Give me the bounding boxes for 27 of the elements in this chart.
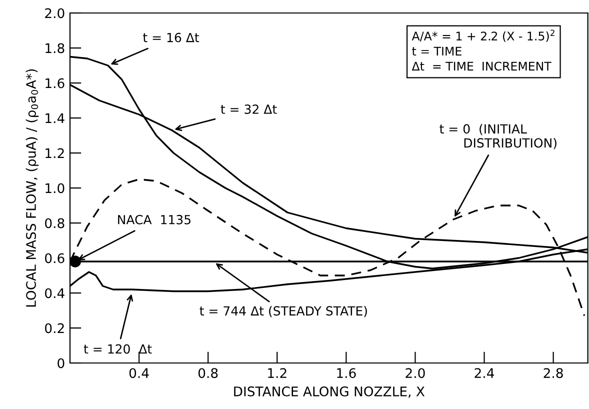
y-tick-label: 0.4: [45, 288, 64, 298]
y-tick-label: 1.6: [46, 78, 64, 88]
x-tick-label: 0.8: [198, 368, 218, 378]
x-axis-title: DISTANCE ALONG NOZZLE, X: [234, 386, 425, 398]
annotation: t = 0 (INITIAL DISTRIBUTION): [440, 124, 556, 150]
annotation: NACA 1135: [118, 214, 190, 224]
x-tick-label: 0.4: [129, 368, 149, 378]
y-tick-label: 1.8: [46, 43, 64, 54]
x-tick-label: 2.4: [474, 368, 494, 378]
y-tick-label: 1.0: [46, 183, 64, 194]
y-tick-label: 1.4: [46, 113, 64, 124]
x-tick-label: 2.0: [406, 368, 425, 378]
text: A/A* = 1 + 2.2 (X - 1.5)$^{2}$ t = TIME Δt = TIME INCREMENT: [412, 30, 554, 71]
x-tick-label: 2.8: [544, 368, 563, 378]
x-tick-label: 1.2: [268, 368, 286, 378]
y-tick-label: 0: [58, 358, 64, 368]
x-tick-label: 1.6: [337, 368, 356, 378]
y-tick-label: 0.2: [45, 323, 64, 334]
y-tick-label: 0.6: [45, 253, 64, 264]
y-tick-label: 2.0: [45, 8, 64, 18]
annotation: t = 744 Δt (STEADY STATE): [200, 306, 367, 318]
y-axis-title: LOCAL MASS FLOW, (ρuA) / (ρ$_{0}$a$_{0}$A*): [26, 69, 39, 307]
annotation: t = 32 Δt: [220, 104, 277, 114]
annotation: t = 120 Δt: [84, 344, 152, 354]
y-tick-label: 1.2: [46, 148, 64, 158]
y-tick-label: 0.8: [45, 218, 64, 228]
annotation: t = 16 Δt: [143, 32, 200, 42]
